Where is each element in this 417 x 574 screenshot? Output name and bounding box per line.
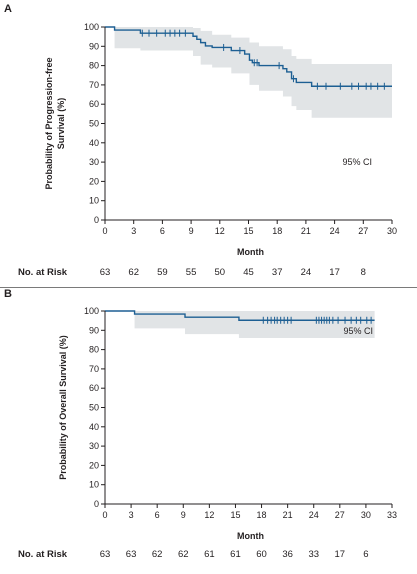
- y-tick-label: 50: [89, 119, 99, 129]
- x-axis-title: Month: [237, 247, 264, 257]
- y-tick-label: 20: [89, 176, 99, 186]
- y-tick-label: 40: [89, 422, 99, 432]
- risk-value: 37: [272, 267, 283, 278]
- y-tick-label: 0: [94, 499, 99, 509]
- x-tick-label: 27: [335, 510, 345, 520]
- x-tick-label: 24: [309, 510, 319, 520]
- x-tick-label: 9: [181, 510, 186, 520]
- risk-value: 45: [243, 267, 254, 278]
- risk-value: 62: [152, 549, 163, 560]
- y-tick-label: 0: [94, 215, 99, 225]
- x-tick-label: 15: [243, 226, 253, 236]
- x-tick-label: 6: [155, 510, 160, 520]
- panel-letter: A: [4, 3, 12, 15]
- y-axis-title: Survival (%): [56, 98, 66, 150]
- y-tick-label: 90: [89, 41, 99, 51]
- ci-band: [105, 27, 392, 118]
- x-tick-label: 12: [215, 226, 225, 236]
- survival-curve: [105, 26, 392, 87]
- risk-value: 24: [301, 267, 312, 278]
- risk-value: 60: [256, 549, 267, 560]
- risk-value: 62: [128, 267, 139, 278]
- x-tick-label: 3: [129, 510, 134, 520]
- ci-label: 95% CI: [343, 326, 373, 336]
- y-tick-label: 30: [89, 441, 99, 451]
- risk-value: 62: [178, 549, 189, 560]
- x-axis-title: Month: [237, 531, 264, 541]
- x-tick-label: 30: [361, 510, 371, 520]
- x-tick-label: 27: [358, 226, 368, 236]
- risk-table-label: No. at Risk: [18, 267, 68, 278]
- x-tick-label: 21: [283, 510, 293, 520]
- x-tick-label: 33: [387, 510, 397, 520]
- x-tick-label: 15: [230, 510, 240, 520]
- x-tick-label: 0: [102, 226, 107, 236]
- risk-value: 17: [335, 549, 346, 560]
- x-tick-label: 21: [301, 226, 311, 236]
- risk-value: 59: [157, 267, 168, 278]
- y-tick-label: 60: [89, 383, 99, 393]
- y-axis-title: Probability of Progression-free: [44, 57, 54, 189]
- risk-value: 50: [215, 267, 226, 278]
- ci-label: 95% CI: [342, 157, 372, 167]
- x-tick-label: 18: [257, 510, 267, 520]
- y-tick-label: 20: [89, 460, 99, 470]
- y-tick-label: 100: [84, 306, 99, 316]
- risk-value: 17: [329, 267, 340, 278]
- panel-a: A 0 10 20 30 40 50 60 70 80 90 100 0 3 6 9 12 15 18 21 24 27 3…: [4, 3, 397, 278]
- risk-value: 63: [126, 549, 137, 560]
- risk-table-label: No. at Risk: [18, 549, 68, 560]
- risk-value: 6: [363, 549, 368, 560]
- x-tick-label: 30: [387, 226, 397, 236]
- y-tick-label: 70: [89, 364, 99, 374]
- y-tick-label: 100: [84, 22, 99, 32]
- y-axis-title: Probability of Overall Survival (%): [58, 335, 68, 480]
- x-tick-label: 0: [102, 510, 107, 520]
- y-tick-label: 80: [89, 345, 99, 355]
- y-tick-label: 70: [89, 80, 99, 90]
- y-tick-label: 50: [89, 403, 99, 413]
- y-tick-label: 80: [89, 61, 99, 71]
- y-tick-label: 30: [89, 157, 99, 167]
- risk-value: 63: [100, 549, 111, 560]
- risk-value: 55: [186, 267, 197, 278]
- risk-value: 63: [100, 267, 111, 278]
- y-tick-label: 10: [89, 196, 99, 206]
- y-tick-label: 40: [89, 138, 99, 148]
- x-tick-label: 3: [131, 226, 136, 236]
- x-tick-label: 12: [204, 510, 214, 520]
- risk-value: 33: [308, 549, 319, 560]
- survival-curve: [105, 310, 375, 321]
- ci-band: [105, 311, 375, 339]
- risk-value: 36: [282, 549, 293, 560]
- risk-value: 8: [361, 267, 366, 278]
- panel-letter: B: [4, 288, 12, 300]
- risk-value: 61: [204, 549, 215, 560]
- risk-value: 61: [230, 549, 241, 560]
- y-tick-label: 10: [89, 480, 99, 490]
- x-tick-label: 24: [330, 226, 340, 236]
- y-tick-label: 90: [89, 325, 99, 335]
- x-tick-label: 6: [160, 226, 165, 236]
- x-tick-label: 18: [272, 226, 282, 236]
- x-tick-label: 9: [189, 226, 194, 236]
- y-tick-label: 60: [89, 99, 99, 109]
